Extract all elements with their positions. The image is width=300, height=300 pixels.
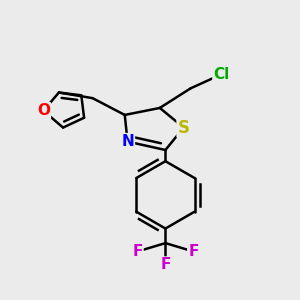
Text: N: N <box>121 134 134 149</box>
Text: F: F <box>188 244 199 259</box>
Text: F: F <box>160 257 171 272</box>
Text: S: S <box>178 118 190 136</box>
Text: F: F <box>132 244 142 259</box>
Text: O: O <box>37 103 50 118</box>
Text: Cl: Cl <box>213 67 230 82</box>
